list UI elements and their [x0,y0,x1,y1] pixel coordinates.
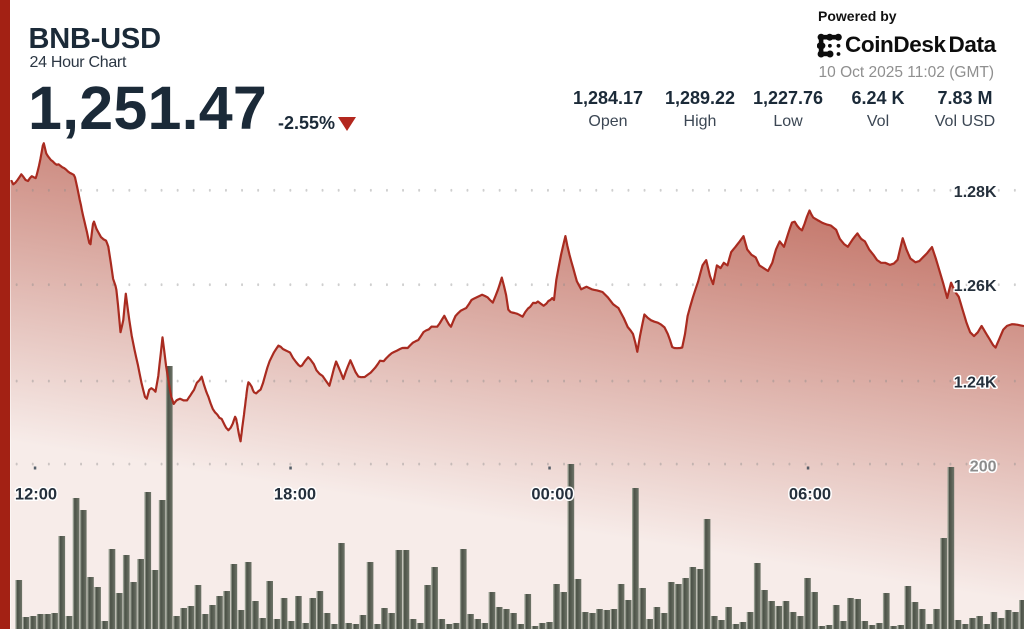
svg-text:200: 200 [970,459,997,476]
svg-text:1.24K: 1.24K [954,375,997,392]
svg-text:1.28K: 1.28K [954,184,997,201]
svg-text:18:00: 18:00 [274,486,316,504]
svg-text:12:00: 12:00 [15,486,57,504]
svg-text:1.26K: 1.26K [954,278,997,295]
svg-text:00:00: 00:00 [531,486,573,504]
svg-text:06:00: 06:00 [789,486,831,504]
